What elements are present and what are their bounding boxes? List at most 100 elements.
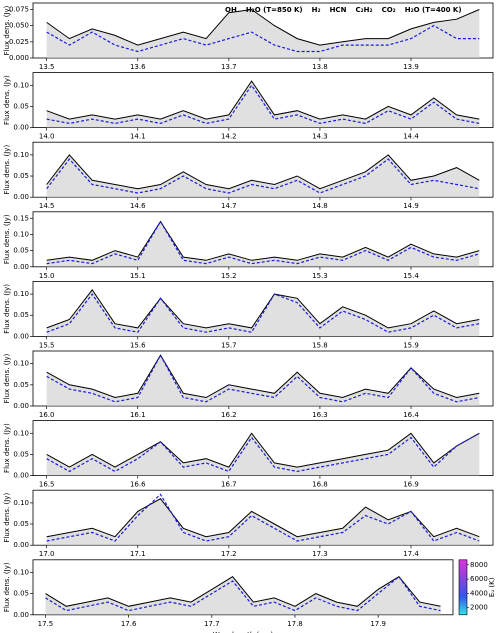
- colorbar-tick-label: 8000: [470, 561, 488, 569]
- colorbar-tick-label: 4000: [470, 589, 488, 597]
- y-tick-label: 0.15: [13, 214, 29, 222]
- x-tick-label: 15.9: [403, 341, 419, 349]
- x-tick-label: 17.5: [38, 620, 54, 628]
- x-tick-label: 14.9: [403, 202, 419, 210]
- x-tick-label: 17.1: [130, 550, 146, 558]
- spectrum-line: [46, 220, 480, 261]
- model-line: [46, 353, 480, 403]
- y-tick-label: 0.00: [13, 193, 29, 201]
- y-tick-label: 0.05: [13, 102, 29, 110]
- x-tick-label: 16.1: [130, 411, 146, 419]
- observed-fill: [46, 355, 480, 406]
- x-tick-label: 15.6: [130, 341, 146, 349]
- y-tick-label: 0.05: [13, 381, 29, 389]
- x-tick-label: 16.9: [403, 481, 419, 489]
- y-axis-label: Flux dens. (Jy): [3, 493, 11, 543]
- y-tick-label: 0.10: [13, 151, 29, 159]
- spectrum-line: [46, 80, 480, 120]
- x-tick-label: 14.0: [39, 133, 55, 141]
- x-tick-label: 17.4: [403, 550, 419, 558]
- x-tick-label: 15.4: [403, 272, 419, 280]
- spectrum-line: [46, 289, 480, 329]
- model-line: [45, 575, 441, 612]
- x-tick-label: 17.0: [39, 550, 55, 558]
- x-tick-label: 14.4: [403, 133, 419, 141]
- spectrum-line: [46, 8, 480, 46]
- x-tick-label: 17.3: [312, 550, 328, 558]
- y-tick-label: 0.025: [9, 38, 29, 46]
- observed-fill: [46, 81, 480, 128]
- y-tick-label: 0.075: [9, 5, 29, 13]
- y-axis-label: Flux dens. (Jy): [3, 353, 11, 403]
- y-axis-label: Flux dens. (Jy): [3, 5, 11, 55]
- x-tick-label: 17.7: [204, 620, 220, 628]
- x-tick-label: 17.2: [221, 550, 237, 558]
- y-tick-label: 0.10: [13, 429, 29, 437]
- observed-fill: [46, 154, 480, 198]
- model-line: [46, 293, 480, 333]
- x-tick-label: 14.3: [312, 133, 328, 141]
- x-tick-label: 17.9: [370, 620, 386, 628]
- y-axis-label: Flux dens. (Jy): [3, 145, 11, 195]
- observed-fill: [45, 576, 441, 615]
- y-tick-label: 0.05: [13, 590, 29, 598]
- y-tick-label: 0.000: [9, 54, 29, 62]
- legend-entry: H₂O (T=850 K): [246, 6, 303, 14]
- y-tick-label: 0.00: [13, 402, 29, 410]
- y-axis-label: Flux dens. (Jy): [3, 214, 11, 264]
- x-tick-label: 15.3: [312, 272, 328, 280]
- y-tick-label: 0.00: [13, 472, 29, 480]
- y-tick-label: 0.05: [13, 520, 29, 528]
- legend-entry: CO₂: [382, 6, 396, 14]
- x-tick-label: 16.8: [312, 481, 328, 489]
- model-line: [46, 493, 480, 542]
- observed-fill: [46, 9, 480, 58]
- legend-entry: H₂: [312, 6, 321, 14]
- x-tick-label: 13.8: [312, 63, 328, 71]
- y-tick-label: 0.05: [13, 311, 29, 319]
- x-tick-label: 16.2: [221, 411, 237, 419]
- y-axis-label: Flux dens. (Jy): [3, 75, 11, 125]
- x-tick-label: 15.1: [130, 272, 146, 280]
- x-tick-label: 13.9: [403, 63, 419, 71]
- y-tick-label: 0.10: [13, 499, 29, 507]
- x-tick-label: 14.5: [39, 202, 55, 210]
- x-tick-label: 16.0: [39, 411, 55, 419]
- observed-fill: [46, 433, 480, 476]
- legend-entry: C₂H₂: [355, 6, 372, 14]
- model-line: [46, 432, 480, 473]
- x-tick-label: 15.7: [221, 341, 237, 349]
- x-tick-label: 14.2: [221, 133, 237, 141]
- x-tick-label: 15.2: [221, 272, 237, 280]
- x-tick-label: 14.7: [221, 202, 237, 210]
- x-tick-label: 14.1: [130, 133, 146, 141]
- y-tick-label: 0.10: [13, 230, 29, 238]
- y-tick-label: 0.00: [13, 332, 29, 340]
- x-tick-label: 15.0: [39, 272, 55, 280]
- x-tick-label: 16.3: [312, 411, 328, 419]
- y-tick-label: 0.10: [13, 360, 29, 368]
- spectrum-line: [46, 498, 480, 538]
- spectrum-line: [45, 576, 441, 607]
- x-tick-label: 17.6: [121, 620, 137, 628]
- y-tick-label: 0.10: [13, 290, 29, 298]
- x-tick-label: 16.7: [221, 481, 237, 489]
- legend-entry: H₂O (T=400 K): [405, 6, 462, 14]
- spectrum-line: [46, 432, 480, 468]
- y-axis-label: Flux dens. (Jy): [3, 284, 11, 334]
- x-axis-label: Wavelength (μm): [213, 631, 274, 633]
- legend-entry: HCN: [330, 6, 347, 14]
- x-tick-label: 17.8: [287, 620, 303, 628]
- x-tick-label: 15.8: [312, 341, 328, 349]
- x-tick-label: 16.6: [130, 481, 146, 489]
- x-tick-label: 16.5: [39, 481, 55, 489]
- colorbar-label: Eᵤ (K): [488, 577, 496, 597]
- y-tick-label: 0.05: [13, 450, 29, 458]
- legend-entry: OH: [225, 6, 237, 14]
- x-tick-label: 14.6: [130, 202, 146, 210]
- x-tick-label: 13.7: [221, 63, 237, 71]
- y-tick-label: 0.00: [13, 124, 29, 132]
- x-tick-label: 13.5: [39, 63, 55, 71]
